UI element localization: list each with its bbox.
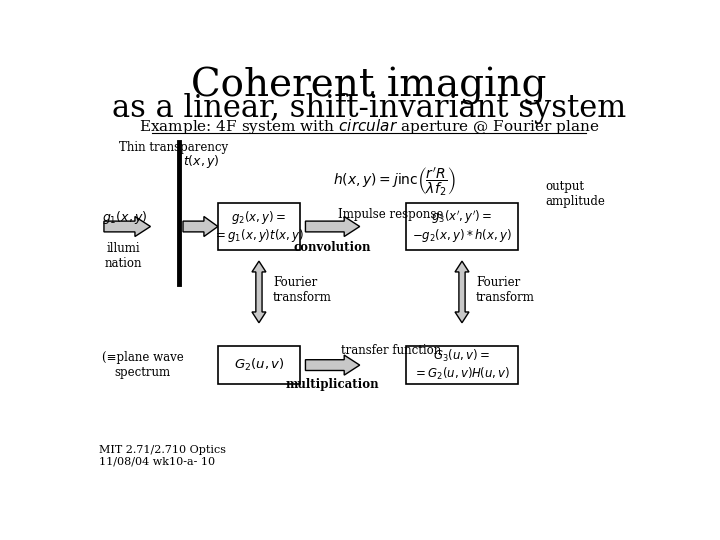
Text: as a linear, shift-invariant system: as a linear, shift-invariant system [112,93,626,124]
Polygon shape [104,217,150,237]
Text: (≡plane wave
spectrum: (≡plane wave spectrum [102,351,184,379]
Text: $g_2(x,y) =$: $g_2(x,y) =$ [231,209,287,226]
Text: convolution: convolution [294,241,372,254]
Polygon shape [305,217,360,237]
Text: $G_3(u,v) =$: $G_3(u,v) =$ [433,348,490,364]
Polygon shape [305,355,360,375]
Text: $h(x,y) = j\mathrm{inc}\left(\dfrac{r'R}{\lambda f_2}\right)$: $h(x,y) = j\mathrm{inc}\left(\dfrac{r'R}… [333,165,456,198]
Text: Fourier
transform: Fourier transform [273,276,332,305]
Text: $g_1(x,y)$: $g_1(x,y)$ [102,209,148,226]
Text: $G_2(u,v)$: $G_2(u,v)$ [233,357,284,373]
Polygon shape [455,261,469,323]
Polygon shape [252,261,266,323]
Text: Thin transparency: Thin transparency [120,141,228,154]
Text: output
amplitude: output amplitude [546,180,606,208]
Text: $- g_2(x,y)*h(x,y)$: $- g_2(x,y)*h(x,y)$ [412,227,512,244]
Text: Impulse response: Impulse response [338,208,444,221]
FancyBboxPatch shape [218,346,300,384]
Text: Fourier
transform: Fourier transform [476,276,535,305]
FancyBboxPatch shape [406,346,518,384]
FancyBboxPatch shape [218,204,300,249]
FancyBboxPatch shape [406,204,518,249]
Text: MIT 2.71/2.710 Optics
11/08/04 wk10-a- 10: MIT 2.71/2.710 Optics 11/08/04 wk10-a- 1… [99,445,226,467]
Text: Example: 4F system with $\it{circular}$ aperture @ Fourier plane: Example: 4F system with $\it{circular}$ … [139,117,599,136]
Text: $= g_1(x,y)t(x,y)$: $= g_1(x,y)t(x,y)$ [213,227,305,244]
Text: multiplication: multiplication [286,378,379,391]
Text: $g_3(x',y') =$: $g_3(x',y') =$ [431,208,492,226]
Text: Coherent imaging: Coherent imaging [192,68,546,105]
Text: illumi
nation: illumi nation [104,242,142,270]
Text: transfer function: transfer function [341,344,441,357]
Text: $t(x,y)$: $t(x,y)$ [183,152,220,170]
Polygon shape [183,217,218,237]
Text: $= G_2(u,v)H(u,v)$: $= G_2(u,v)H(u,v)$ [413,366,510,382]
